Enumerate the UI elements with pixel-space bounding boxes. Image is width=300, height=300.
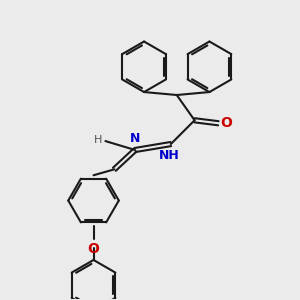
Text: H: H — [94, 135, 102, 145]
Text: N: N — [130, 132, 140, 145]
Text: NH: NH — [159, 148, 180, 161]
Text: O: O — [220, 116, 232, 130]
Text: O: O — [88, 242, 100, 256]
